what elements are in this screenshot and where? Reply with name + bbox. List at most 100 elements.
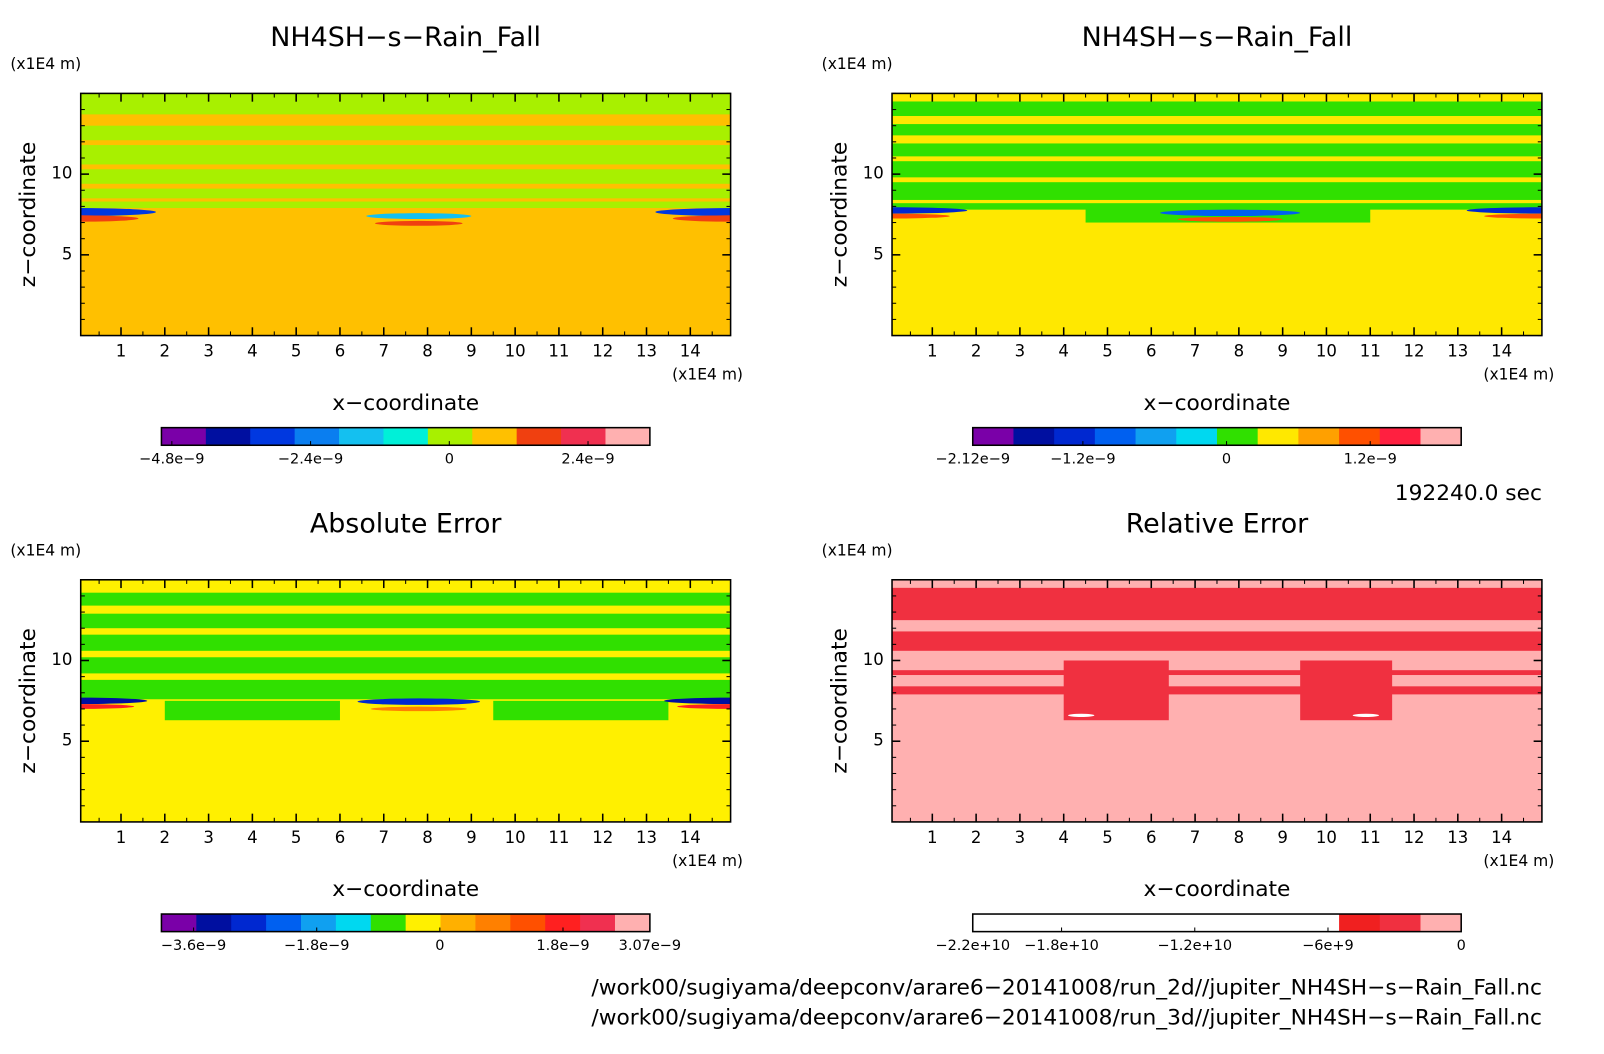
y-tick-label: 5: [62, 731, 73, 750]
field-region: [1177, 216, 1283, 222]
colorbar-segment: [561, 427, 606, 446]
x-tick-label: 13: [636, 828, 657, 847]
y-unit: (x1E4 m): [10, 55, 81, 73]
field-region: [892, 213, 950, 219]
colorbar-tick-label: −1.2e−9: [1050, 452, 1115, 468]
colorbar-tick-label: −2.4e−9: [278, 452, 343, 468]
field-region: [80, 704, 135, 709]
colorbar-tick-label: 2.4e−9: [561, 452, 614, 468]
field-region: [672, 215, 731, 222]
field-region: [892, 686, 1542, 695]
y-unit: (x1E4 m): [822, 55, 893, 73]
x-tick-label: 11: [1360, 828, 1381, 847]
colorbar-tick-label: 0: [1457, 938, 1466, 954]
x-tick-label: 2: [160, 342, 171, 361]
field-region: [80, 697, 148, 705]
colorbar-segment: [1339, 914, 1381, 932]
field-region: [375, 220, 463, 226]
colorbar-segment: [1094, 914, 1137, 932]
colorbar-tick-label: 0: [445, 452, 454, 468]
x-tick-label: 7: [1190, 828, 1201, 847]
colorbar-segment: [1257, 427, 1299, 446]
colorbar-segment: [300, 914, 337, 932]
colorbar-segment: [1054, 427, 1096, 446]
colorbar-tick-label: −6e+9: [1302, 938, 1354, 954]
colorbar-segment: [440, 914, 476, 932]
colorbar-segment: [972, 427, 1014, 446]
x-tick-label: 8: [422, 828, 433, 847]
x-axis-label: x−coordinate: [1144, 877, 1291, 902]
field-region: [164, 700, 340, 721]
colorbar-segment: [1094, 427, 1137, 446]
x-tick-label: 9: [466, 342, 477, 361]
y-unit: (x1E4 m): [822, 541, 893, 559]
colorbar-segment: [250, 427, 296, 446]
colorbar-segment: [266, 914, 302, 932]
colorbar-tick-label: −2.2e+10: [935, 938, 1010, 954]
file-path: /work00/sugiyama/deepconv/arare6−2014100…: [591, 976, 1542, 1001]
colorbar-tick-label: 1.8e−9: [536, 938, 589, 954]
colorbar-frame: [971, 426, 1462, 447]
x-tick-label: 4: [1058, 828, 1069, 847]
field-region: [892, 579, 1542, 822]
y-tick-label: 10: [863, 164, 884, 183]
field-region: [80, 215, 139, 222]
x-tick-label: 3: [1015, 342, 1026, 361]
colorbar-segment: [472, 427, 518, 446]
y-tick-label: 10: [51, 650, 72, 669]
x-tick-label: 2: [160, 828, 171, 847]
colorbar-segment: [1216, 914, 1259, 932]
field-region: [892, 161, 1542, 178]
panel: NH4SH−s−Rain_Fall (x1E4 m) (x1E4 m) x−coord…: [822, 22, 1555, 468]
x-tick-label: 3: [203, 342, 214, 361]
x-unit: (x1E4 m): [672, 852, 743, 870]
colorbar-segment: [161, 914, 197, 932]
colorbar-segment: [370, 914, 407, 932]
x-tick-label: 3: [203, 828, 214, 847]
panel: Absolute Error (x1E4 m) (x1E4 m) x−coordina…: [10, 508, 743, 954]
colorbar-segment: [545, 914, 581, 932]
field-region: [1068, 713, 1095, 717]
colorbar-segment: [510, 914, 546, 932]
colorbar-tick-label: 0: [435, 938, 444, 954]
y-tick-label: 5: [873, 731, 884, 750]
colorbar-segment: [1257, 914, 1299, 932]
x-tick-label: 14: [1491, 342, 1512, 361]
panel-title: Absolute Error: [310, 508, 503, 539]
colorbar-segment: [335, 914, 372, 932]
field-region: [80, 114, 731, 126]
x-tick-label: 5: [291, 828, 302, 847]
contour-field: [80, 93, 731, 336]
field-region: [892, 143, 1542, 157]
field-region: [892, 124, 1542, 136]
file-path: /work00/sugiyama/deepconv/arare6−2014100…: [591, 1006, 1542, 1031]
x-axis-label: x−coordinate: [1144, 391, 1291, 416]
x-tick-label: 8: [1234, 828, 1245, 847]
field-region: [370, 706, 467, 712]
x-tick-label: 3: [1015, 828, 1026, 847]
x-axis-label: x−coordinate: [332, 877, 479, 902]
x-tick-label: 10: [505, 342, 526, 361]
x-tick-label: 10: [1316, 342, 1337, 361]
panel-title: Relative Error: [1126, 508, 1309, 539]
contour-field: [892, 93, 1542, 336]
x-tick-label: 10: [505, 828, 526, 847]
x-tick-label: 11: [548, 828, 569, 847]
x-tick-label: 13: [1447, 342, 1468, 361]
field-region: [892, 182, 1542, 200]
colorbar-segment: [1298, 427, 1340, 446]
y-axis-label: z−coordinate: [16, 142, 41, 287]
x-tick-label: 14: [680, 342, 701, 361]
colorbar-tick-label: 0: [1222, 452, 1231, 468]
x-tick-label: 6: [335, 342, 346, 361]
field-region: [80, 183, 731, 189]
field-region: [892, 101, 1542, 117]
colorbar-tick-label: −2.12e−9: [935, 452, 1010, 468]
colorbar-segment: [1420, 914, 1462, 932]
colorbar-segment: [580, 914, 616, 932]
colorbar-segment: [1176, 427, 1218, 446]
colorbar-segment: [294, 427, 340, 446]
colorbar-segment: [605, 427, 651, 446]
panel-title: NH4SH−s−Rain_Fall: [1082, 22, 1353, 53]
